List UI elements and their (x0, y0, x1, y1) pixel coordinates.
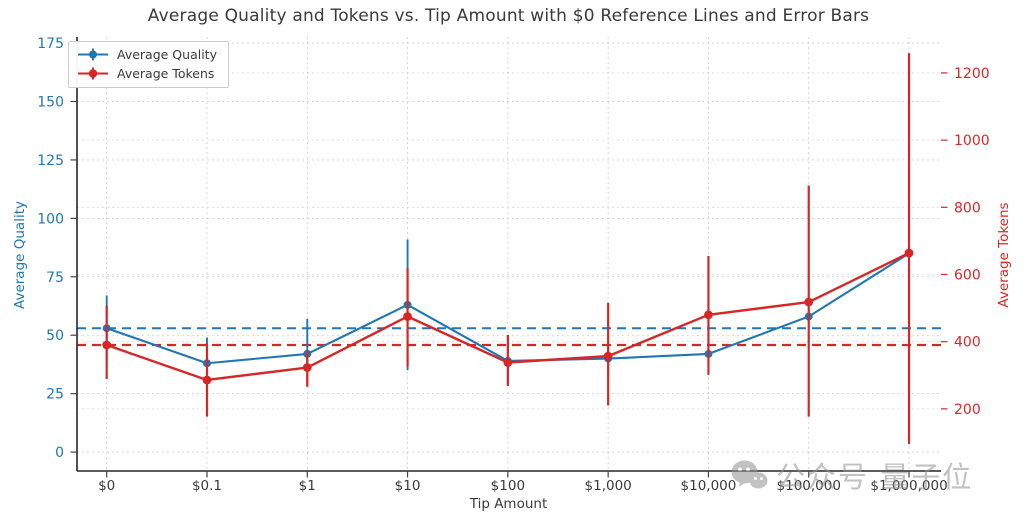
x-tick-label: $1,000 (585, 478, 632, 494)
legend-entry-tokens: Average Tokens (77, 66, 217, 81)
right-tick-label: 200 (954, 402, 981, 418)
legend-handle-tokens-icon (78, 67, 108, 80)
left-tick-label: 75 (46, 270, 64, 286)
x-tick-label: $1,000,000 (870, 478, 947, 494)
x-tick-label: $0 (98, 478, 115, 494)
legend-handle-quality-icon (78, 48, 108, 61)
x-tick-label: $1 (299, 478, 316, 494)
x-tick-label: $10 (395, 478, 421, 494)
right-tick-label: 600 (954, 267, 981, 283)
data-point-tokens (202, 375, 212, 385)
left-tick-label: 150 (37, 95, 64, 111)
data-point-tokens (503, 358, 513, 367)
data-point-tokens (603, 351, 613, 361)
data-point-tokens (804, 297, 814, 307)
data-point-tokens (904, 248, 914, 258)
right-tick-label: 400 (954, 335, 981, 351)
x-tick-label: $10,000 (681, 478, 737, 494)
left-tick-label: 100 (37, 211, 64, 227)
left-tick-label: 175 (37, 36, 64, 52)
chart-title: Average Quality and Tokens vs. Tip Amoun… (147, 6, 870, 26)
x-tick-label: $100,000 (777, 478, 841, 494)
right-tick-label: 800 (954, 200, 981, 216)
legend-label-quality: Average Quality (117, 47, 217, 62)
x-axis-title: Tip Amount (469, 496, 548, 512)
left-axis-title: Average Quality (12, 201, 28, 309)
data-point-tokens (403, 312, 412, 321)
legend: Average Quality Average Tokens (68, 41, 229, 88)
right-axis-title: Average Tokens (996, 202, 1012, 308)
right-tick-label: 1000 (954, 133, 990, 149)
x-tick-label: $100 (491, 478, 525, 494)
right-tick-label: 1200 (954, 66, 990, 82)
left-tick-label: 50 (46, 328, 64, 344)
left-tick-label: 125 (37, 153, 64, 169)
left-tick-label: 0 (55, 445, 64, 461)
data-point-tokens (704, 310, 713, 320)
left-tick-label: 25 (46, 387, 64, 403)
x-tick-label: $0.1 (192, 478, 222, 494)
data-point-tokens (302, 363, 312, 372)
legend-label-tokens: Average Tokens (117, 66, 215, 81)
legend-entry-quality: Average Quality (77, 47, 217, 62)
data-point-tokens (102, 340, 112, 350)
